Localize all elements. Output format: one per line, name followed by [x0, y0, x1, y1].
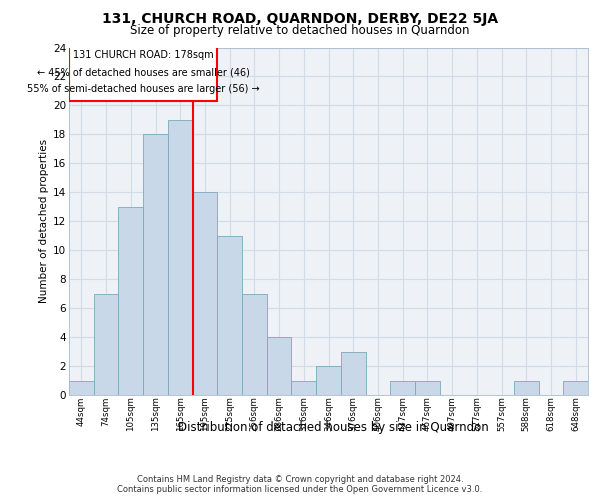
Bar	[69, 44, 217, 101]
Bar	[390, 380, 415, 395]
Text: Distribution of detached houses by size in Quarndon: Distribution of detached houses by size …	[178, 421, 488, 434]
Text: 55% of semi-detached houses are larger (56) →: 55% of semi-detached houses are larger (…	[27, 84, 259, 94]
Bar	[514, 380, 539, 395]
Bar	[292, 380, 316, 395]
Text: Contains public sector information licensed under the Open Government Licence v3: Contains public sector information licen…	[118, 485, 482, 494]
Text: 131, CHURCH ROAD, QUARNDON, DERBY, DE22 5JA: 131, CHURCH ROAD, QUARNDON, DERBY, DE22 …	[102, 12, 498, 26]
Y-axis label: Number of detached properties: Number of detached properties	[39, 139, 49, 304]
Bar	[267, 337, 292, 395]
Bar	[242, 294, 267, 395]
Text: Contains HM Land Registry data © Crown copyright and database right 2024.: Contains HM Land Registry data © Crown c…	[137, 475, 463, 484]
Text: ← 45% of detached houses are smaller (46): ← 45% of detached houses are smaller (46…	[37, 67, 250, 77]
Bar	[415, 380, 440, 395]
Text: Size of property relative to detached houses in Quarndon: Size of property relative to detached ho…	[130, 24, 470, 37]
Bar	[193, 192, 217, 395]
Bar	[316, 366, 341, 395]
Bar	[217, 236, 242, 395]
Bar	[168, 120, 193, 395]
Bar	[563, 380, 588, 395]
Text: 131 CHURCH ROAD: 178sqm: 131 CHURCH ROAD: 178sqm	[73, 50, 214, 59]
Bar	[341, 352, 365, 395]
Bar	[143, 134, 168, 395]
Bar	[94, 294, 118, 395]
Bar	[118, 207, 143, 395]
Bar	[69, 380, 94, 395]
